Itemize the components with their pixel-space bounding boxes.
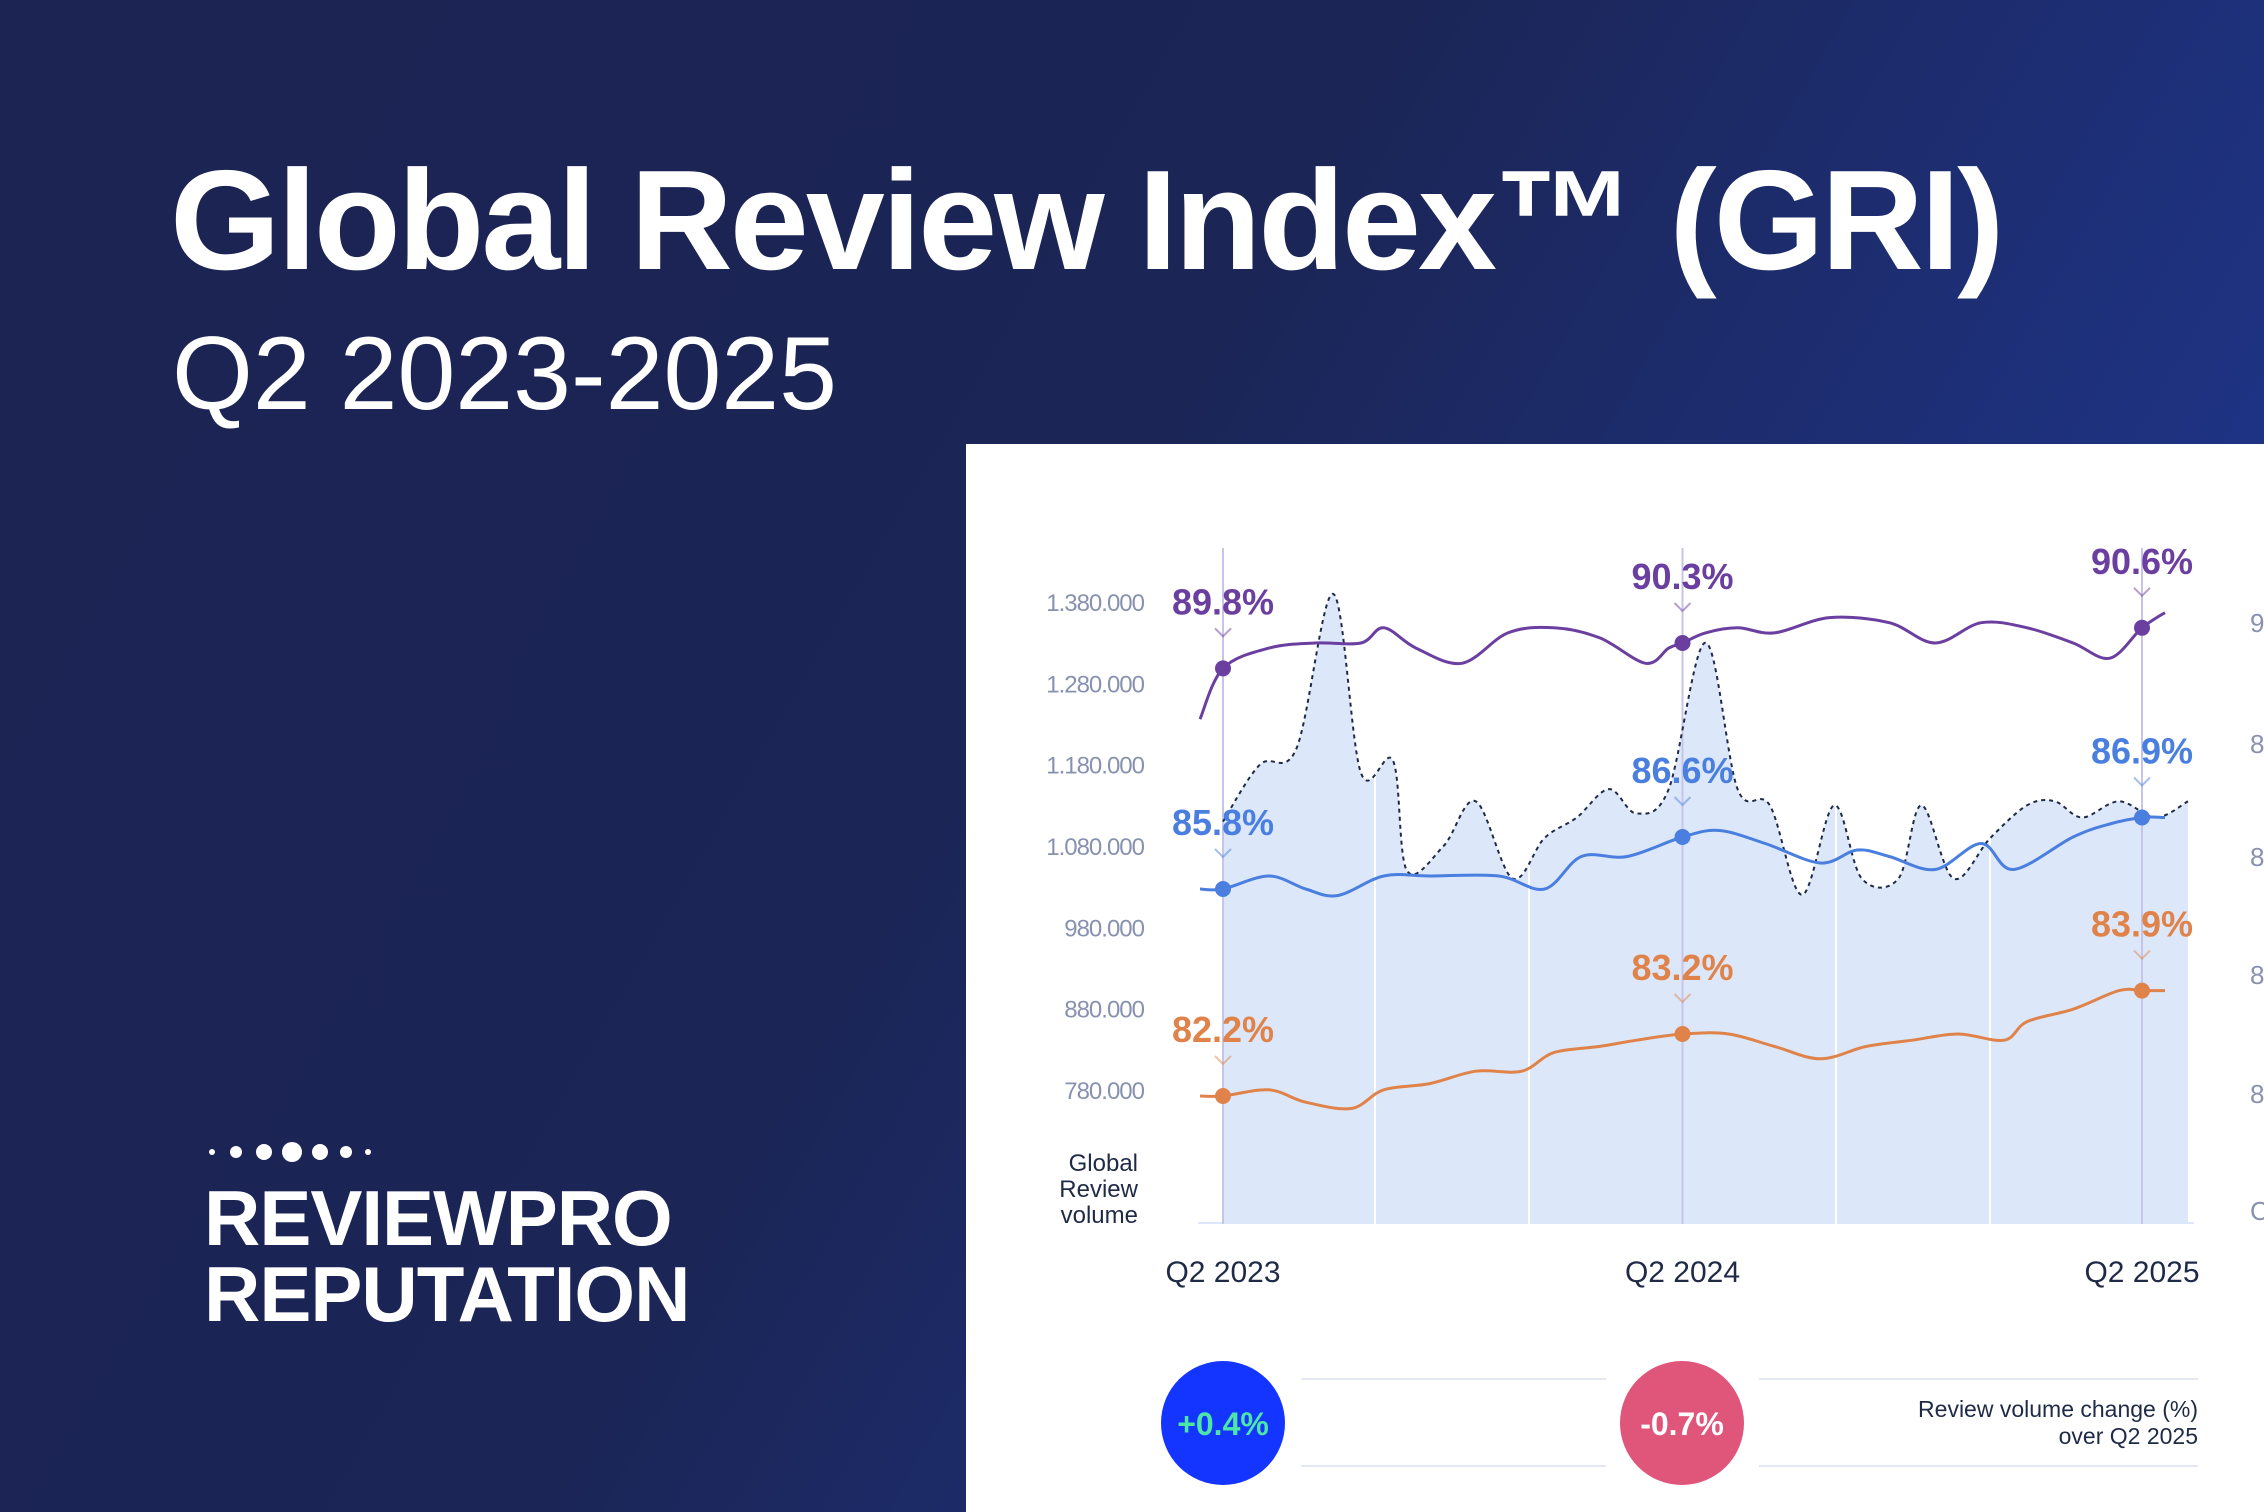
- negative-change-value: -0.7%: [1640, 1406, 1724, 1442]
- brand-name: REVIEWPRO REPUTATION: [204, 1174, 690, 1338]
- chevron-down-icon: [1673, 602, 1692, 613]
- y-axis-title: Global: [1069, 1150, 1138, 1177]
- brand-line-2: REPUTATION: [204, 1250, 690, 1338]
- positive-change-badge: [1161, 1361, 1285, 1485]
- page-subtitle: Q2 2023-2025: [172, 316, 837, 432]
- chevron-down-icon: [1673, 993, 1692, 1004]
- positive-change-value: +0.4%: [1177, 1406, 1269, 1442]
- negative-change-badge: [1620, 1361, 1744, 1485]
- data-label: 82.2%: [1172, 1009, 1274, 1050]
- brand-dots-icon: [209, 1142, 371, 1162]
- data-label: 89.8%: [1172, 581, 1274, 622]
- brand-line-1: REVIEWPRO: [204, 1174, 673, 1262]
- y-axis-title: volume: [1061, 1202, 1138, 1229]
- data-point: [1674, 829, 1691, 845]
- y-axis-title: Review: [1059, 1176, 1138, 1203]
- x-tick-label: Q2 2023: [1165, 1256, 1280, 1289]
- chevron-down-icon: [1214, 848, 1232, 859]
- data-point: [2134, 619, 2150, 636]
- y-tick-label: 780.000: [1064, 1078, 1144, 1105]
- chevron-down-icon: [1673, 796, 1692, 807]
- data-point: [2134, 982, 2150, 999]
- data-label: 83.2%: [1631, 947, 1733, 988]
- x-tick-label: Q2 2025: [2084, 1256, 2199, 1289]
- chevron-down-icon: [1214, 1055, 1232, 1066]
- data-point: [1674, 635, 1691, 651]
- series-line-1: [1199, 815, 2166, 898]
- data-point: [1215, 881, 1231, 897]
- volume-area: [1223, 593, 2188, 1224]
- right-axis-tick-fragment: 8: [2250, 1079, 2264, 1109]
- y-tick-label: 1.080.000: [1046, 834, 1144, 861]
- page-title: Global Review Index™ (GRI): [170, 141, 2004, 300]
- chevron-down-icon: [2133, 776, 2151, 787]
- chevron-down-icon: [2133, 587, 2151, 598]
- data-point: [1215, 660, 1231, 677]
- right-axis-tick-fragment: 9: [2250, 608, 2264, 638]
- right-axis-tick-fragment: 8: [2250, 729, 2264, 759]
- right-axis-tick-fragment: C: [2250, 1196, 2264, 1226]
- footer-note-line-1: Review volume change (%): [1918, 1396, 2198, 1422]
- y-tick-label: 1.280.000: [1046, 671, 1144, 698]
- y-tick-label: 980.000: [1064, 915, 1144, 942]
- data-label: 83.9%: [2091, 904, 2193, 945]
- data-point: [2134, 809, 2150, 826]
- data-point: [1215, 1088, 1231, 1104]
- chevron-down-icon: [1214, 627, 1232, 638]
- chevron-down-icon: [2133, 949, 2151, 961]
- y-tick-label: 1.380.000: [1046, 590, 1144, 617]
- x-tick-label: Q2 2024: [1625, 1256, 1740, 1289]
- chart-panel: 1.380.000 1.280.000 1.180.000 1.080.000 980.…: [966, 444, 2264, 1512]
- footer-note-line-2: over Q2 2025: [2059, 1423, 2198, 1449]
- data-label: 86.6%: [1631, 750, 1733, 791]
- data-label: 85.8%: [1172, 802, 1274, 843]
- y-tick-label: 1.180.000: [1046, 753, 1144, 780]
- y-tick-label: 880.000: [1064, 997, 1144, 1024]
- chart: 1.380.000 1.280.000 1.180.000 1.080.000 980.…: [1046, 541, 2264, 1485]
- data-label: 90.3%: [1631, 556, 1733, 597]
- right-axis-tick-fragment: 8: [2250, 842, 2264, 872]
- data-label: 86.9%: [2091, 731, 2193, 772]
- right-axis-tick-fragment: 8: [2250, 960, 2264, 990]
- data-label: 90.6%: [2091, 541, 2193, 582]
- data-point: [1674, 1026, 1691, 1042]
